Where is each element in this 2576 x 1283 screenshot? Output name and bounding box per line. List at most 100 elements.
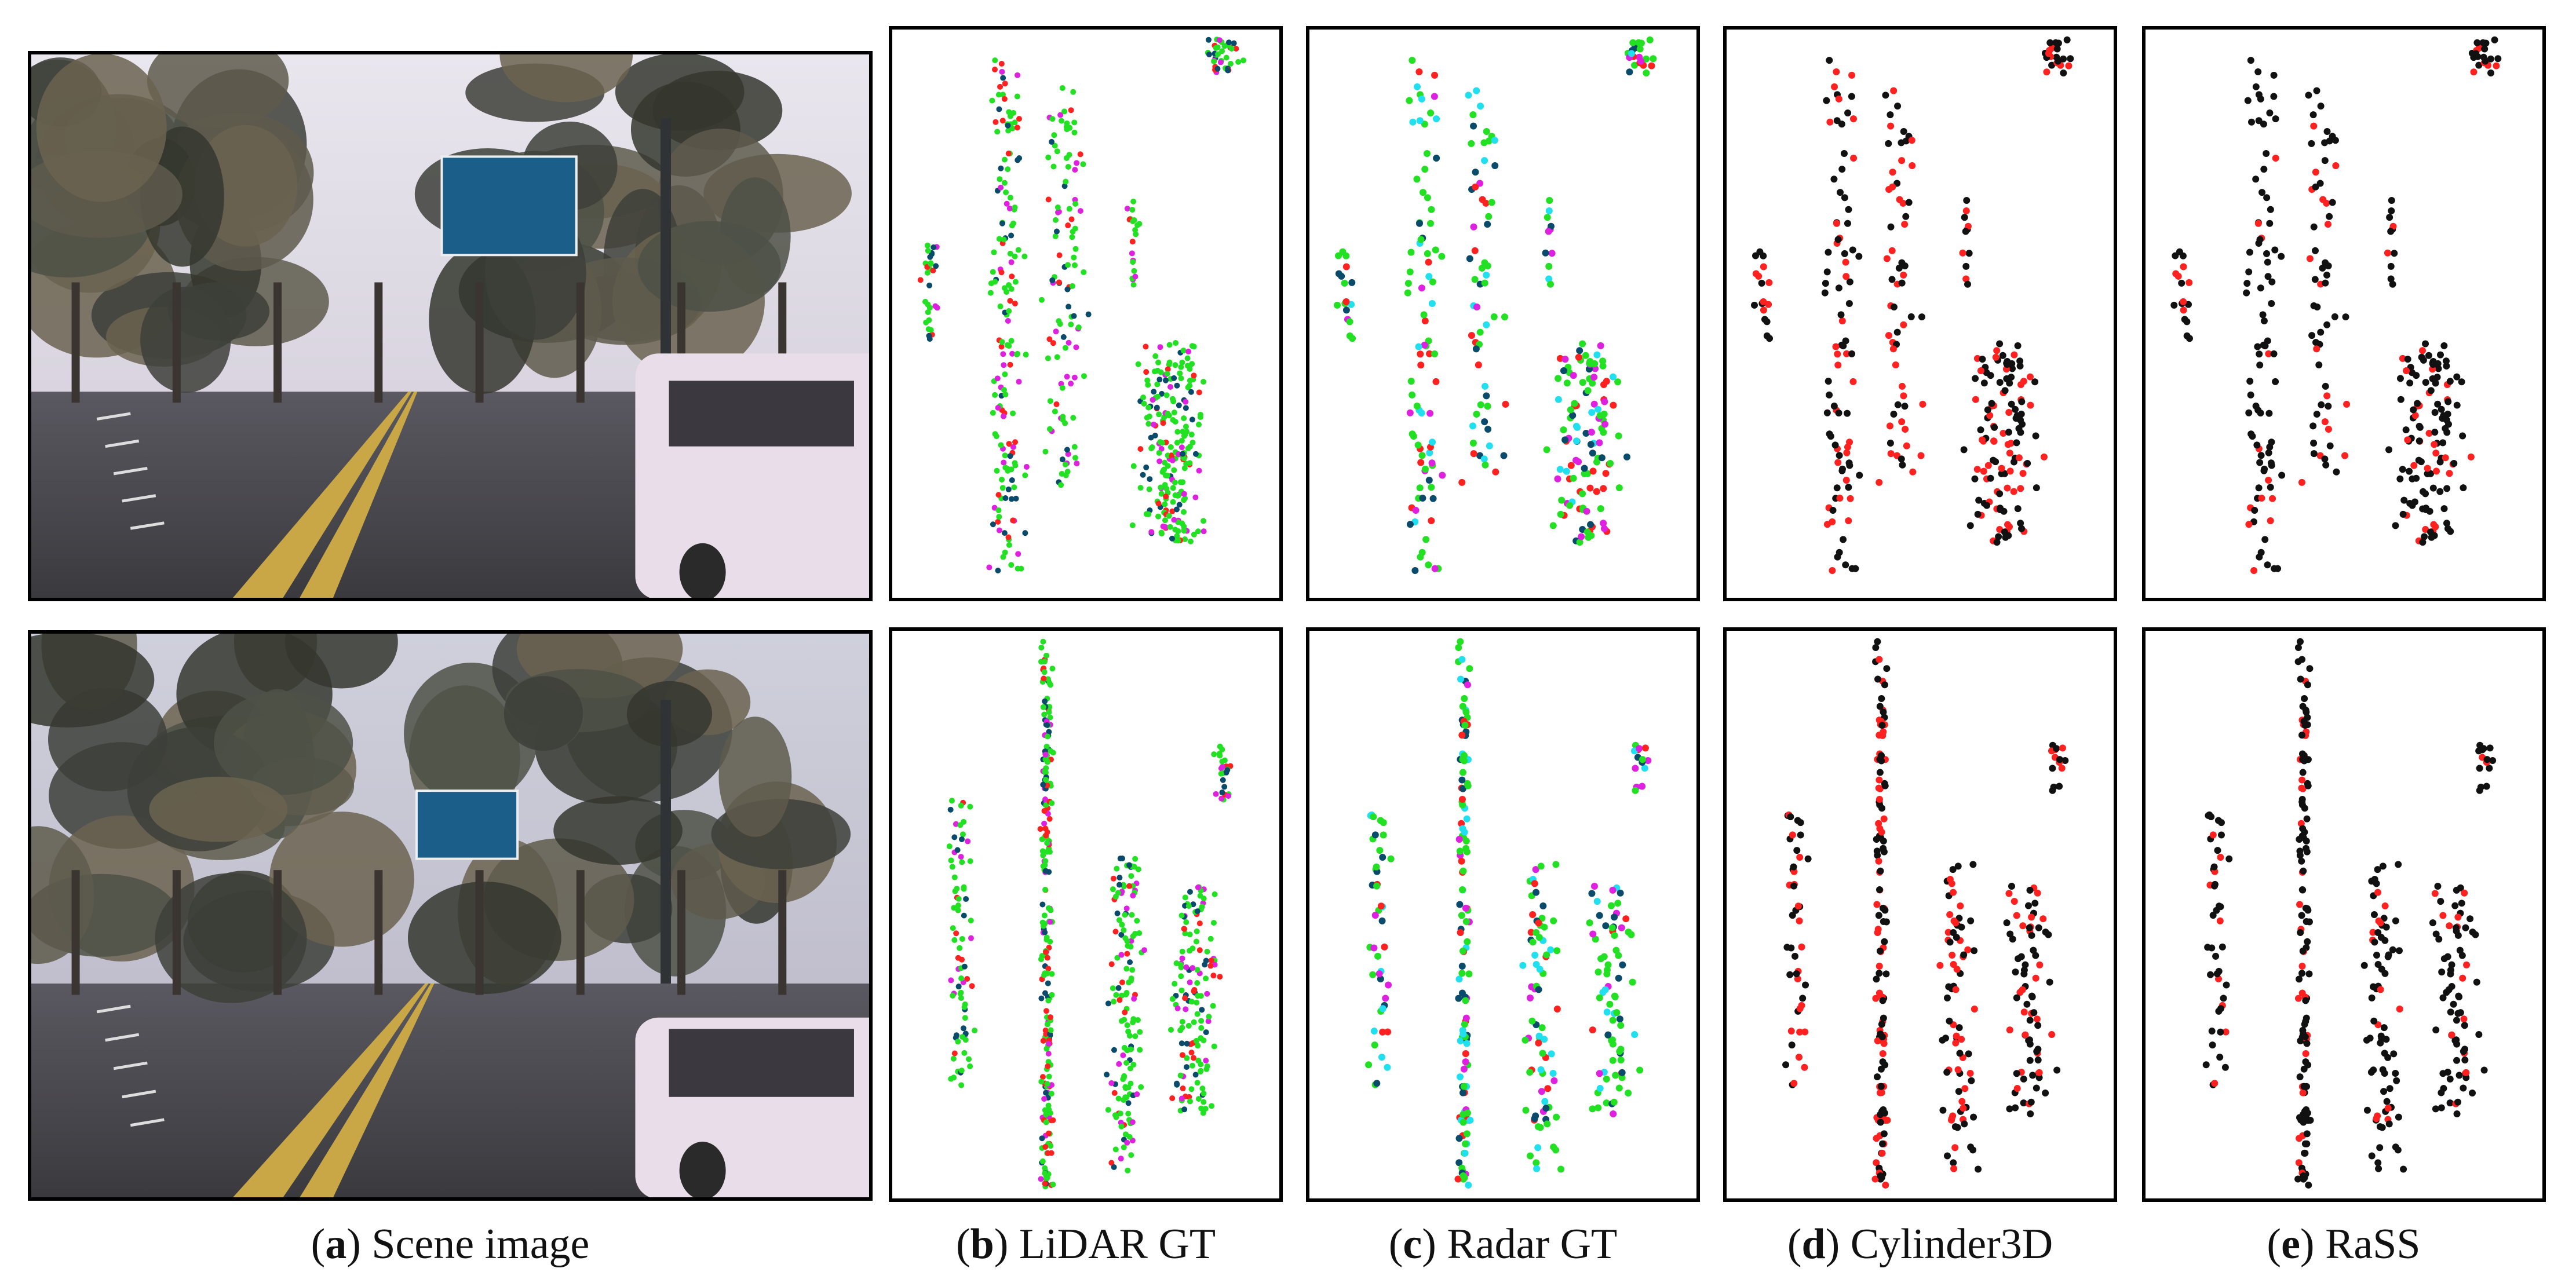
point — [1072, 200, 1079, 207]
point — [2458, 900, 2465, 907]
point — [951, 937, 958, 943]
point — [2460, 1015, 2468, 1023]
point — [1183, 1006, 1189, 1012]
point — [1123, 990, 1130, 996]
point — [2321, 455, 2329, 463]
point — [1473, 304, 1480, 311]
point — [1576, 539, 1583, 546]
point — [1876, 755, 1884, 763]
point — [2319, 264, 2326, 272]
point — [1189, 1062, 1195, 1069]
point — [1065, 222, 1071, 229]
point — [2017, 520, 2024, 527]
point — [1426, 449, 1433, 456]
point — [1022, 530, 1028, 536]
point — [2214, 817, 2222, 824]
point — [1005, 166, 1011, 173]
point — [2054, 57, 2061, 65]
point — [2267, 484, 2274, 491]
point — [1059, 470, 1065, 477]
point — [2447, 966, 2454, 974]
point — [1181, 528, 1187, 534]
point — [1952, 919, 1960, 927]
point — [1479, 196, 1486, 203]
point — [2309, 111, 2317, 119]
point — [1181, 491, 1187, 497]
point — [1002, 371, 1008, 378]
point — [1610, 1098, 1618, 1106]
point — [1160, 420, 1166, 426]
point — [1586, 484, 1594, 492]
point — [2008, 374, 2015, 381]
point — [1195, 1043, 1201, 1049]
point — [1045, 154, 1052, 160]
point — [1615, 484, 1623, 492]
point — [1872, 995, 1880, 1002]
point — [2392, 522, 2399, 529]
point — [1213, 791, 1219, 797]
point — [1201, 379, 1207, 385]
point — [1880, 1014, 1887, 1022]
point — [2298, 801, 2306, 809]
point — [1918, 313, 1925, 321]
trunk — [475, 282, 484, 403]
point — [1873, 847, 1881, 855]
point — [1841, 250, 1848, 257]
point — [1829, 566, 1836, 574]
point — [1346, 318, 1353, 326]
point — [1955, 1088, 1962, 1095]
point — [1979, 436, 1986, 444]
point — [1406, 268, 1414, 276]
point — [1071, 262, 1078, 268]
point — [1023, 352, 1029, 358]
point — [1874, 675, 1881, 683]
dash — [122, 494, 156, 503]
point — [1880, 815, 1888, 823]
point — [2060, 55, 2067, 63]
point — [2439, 912, 2447, 919]
point — [2395, 947, 2403, 955]
point — [1873, 975, 1880, 983]
point — [2310, 439, 2318, 447]
point — [2183, 318, 2191, 326]
point — [2013, 439, 2020, 447]
tree — [407, 882, 561, 994]
point — [1595, 405, 1602, 413]
point — [2377, 1032, 2385, 1040]
pole — [661, 700, 671, 984]
point — [1457, 675, 1464, 683]
point — [2026, 924, 2033, 931]
point — [950, 992, 956, 999]
point — [2305, 970, 2313, 978]
point — [1883, 255, 1891, 262]
point — [1616, 1015, 1623, 1023]
point — [955, 1039, 961, 1045]
point — [1589, 467, 1597, 475]
point — [1939, 1106, 1947, 1114]
point — [1042, 698, 1048, 704]
point — [1845, 459, 1853, 467]
point — [1426, 350, 1433, 357]
point — [2381, 902, 2389, 910]
point — [2045, 50, 2052, 57]
point — [1005, 486, 1012, 492]
point — [1542, 1105, 1550, 1112]
point — [1964, 946, 1972, 953]
point — [1194, 928, 1200, 934]
point — [1463, 1040, 1471, 1047]
point — [2260, 317, 2268, 324]
point — [1212, 891, 1218, 897]
point — [2373, 1115, 2380, 1123]
point — [1064, 469, 1071, 475]
point — [1052, 408, 1058, 415]
point — [1529, 938, 1537, 946]
point — [2298, 776, 2306, 784]
point — [1481, 157, 1488, 165]
point — [2006, 1105, 2013, 1113]
point — [1582, 429, 1590, 437]
point-cloud — [2142, 627, 2546, 1202]
point — [1130, 463, 1137, 469]
point — [2261, 536, 2269, 543]
point — [2480, 1066, 2488, 1074]
point — [2480, 745, 2487, 752]
